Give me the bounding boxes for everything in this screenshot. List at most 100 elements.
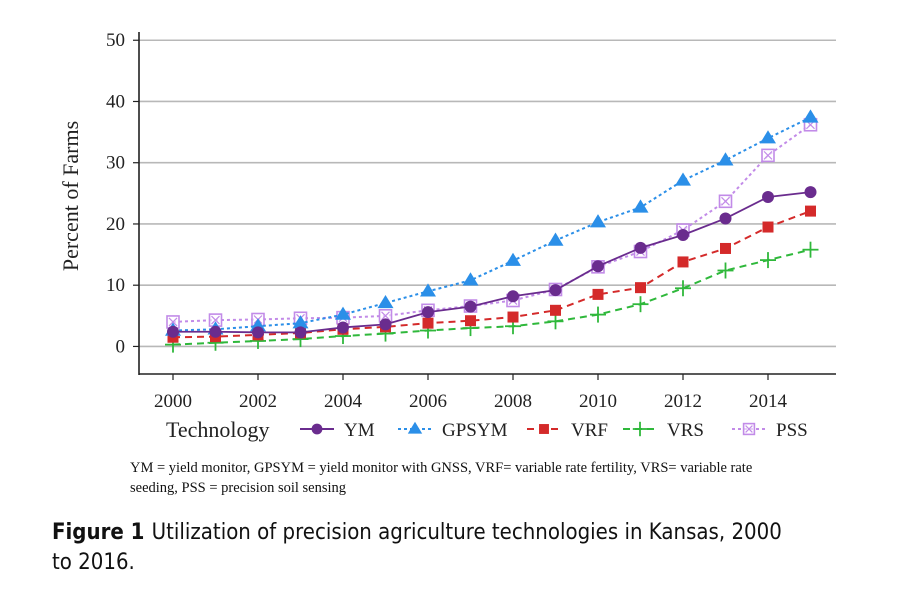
data-point-vrf-2007 (465, 315, 476, 327)
series-group (165, 109, 819, 353)
series-line-vrf (172, 210, 811, 339)
legend: Technology YM GPSYM VRF VRS PSS (166, 417, 808, 442)
data-point-vrf-2009 (550, 304, 561, 316)
series-line-vrs (172, 248, 811, 346)
y-tick-label: 50 (106, 30, 125, 51)
marker-x2 (168, 317, 178, 327)
data-point-pss-2000 (166, 315, 180, 329)
x-tick-label: 2004 (324, 391, 363, 412)
data-point-vrf-2006 (422, 317, 434, 329)
data-point-gpsym-2009 (547, 232, 564, 246)
marker-x2 (211, 315, 220, 325)
legend-item-vrs: VRS (623, 420, 704, 441)
data-point-ym-2004 (337, 321, 349, 334)
legend-label: YM (344, 420, 375, 441)
x-tick-label: 2000 (154, 391, 192, 412)
y-tick-label: 40 (106, 91, 125, 112)
chart-note-line-1: YM = yield monitor, GPSYM = yield monito… (130, 460, 753, 476)
x-tick-label: 2012 (664, 391, 702, 412)
data-point-ym-2014 (762, 191, 774, 204)
data-point-vrs-2009 (547, 313, 564, 330)
data-point-ym-2011 (634, 241, 647, 254)
data-point-vrs-2011 (632, 296, 649, 313)
data-point-gpsym-2014 (760, 130, 776, 144)
data-point-ym-2001 (209, 325, 222, 338)
data-point-pss-2005 (378, 309, 393, 323)
data-point-vrf-2008 (507, 311, 519, 323)
data-point-ym-2006 (422, 306, 434, 319)
series-line-ym (173, 191, 811, 334)
data-point-gpsym-2015 (802, 109, 819, 123)
y-tick-label: 20 (106, 214, 125, 235)
data-point-vrf-2012 (677, 256, 689, 268)
data-point-vrs-2014 (760, 252, 776, 269)
data-point-gpsym-2006 (420, 283, 436, 297)
x-tick-label: 2010 (579, 391, 617, 412)
data-point-vrs-2013 (717, 262, 734, 279)
data-point-ym-2002 (252, 326, 264, 339)
series-line-gpsym (172, 116, 811, 332)
y-tick-label: 0 (116, 336, 126, 357)
chart-note-line-2: seeding, PSS = precision soil sensing (130, 480, 347, 496)
data-point-gpsym-2011 (632, 199, 649, 213)
series-line-pss (172, 123, 812, 323)
data-point-gpsym-2010 (590, 214, 606, 228)
data-point-vrf-2015 (805, 205, 816, 217)
y-tick-label: 30 (106, 153, 125, 174)
chart: 0 10 20 30 40 50 2000 2002 2004 2006 2008 2010 2012… (58, 30, 836, 442)
data-point-gpsym-2007 (462, 272, 479, 286)
data-point-pss-2013 (718, 194, 733, 209)
figure-caption: Figure 1 Utilization of precision agricul… (52, 518, 790, 578)
data-point-vrf-2014 (762, 221, 774, 233)
data-point-vrf-2011 (635, 282, 646, 294)
marker-x2 (763, 150, 773, 160)
series-ym (167, 186, 817, 339)
data-point-ym-2008 (507, 290, 519, 303)
data-point-vrs-2012 (675, 280, 691, 297)
data-point-ym-2003 (294, 326, 307, 339)
data-point-ym-2010 (592, 260, 604, 273)
legend-title: Technology (166, 417, 270, 442)
chart-note: YM = yield monitor, GPSYM = yield monito… (130, 458, 850, 498)
marker-x2 (745, 425, 753, 433)
data-point-gpsym-2008 (505, 252, 521, 266)
legend-item-pss: PSS (732, 420, 808, 441)
axes (138, 32, 836, 375)
marker-x2 (721, 196, 730, 206)
data-point-gpsym-2013 (717, 152, 734, 166)
y-axis-title: Percent of Farms (58, 121, 83, 271)
marker-x2 (381, 311, 390, 321)
x-tick-label: 2006 (409, 391, 447, 412)
legend-marker-plus (632, 421, 648, 437)
data-point-ym-2015 (804, 186, 817, 199)
legend-label: VRF (571, 420, 608, 441)
figure-label: Figure 1 (52, 520, 145, 545)
legend-marker-square-x (742, 422, 756, 436)
legend-label: GPSYM (442, 420, 508, 441)
x-tick-label: 2008 (494, 391, 532, 412)
data-point-ym-2007 (464, 300, 477, 313)
data-point-vrs-2010 (590, 306, 606, 323)
y-tick-label: 10 (106, 275, 125, 296)
x-ticks: 2000 2002 2004 2006 2008 2010 2012 2014 (154, 374, 788, 412)
data-point-ym-2000 (167, 325, 179, 338)
x-tick-label: 2014 (749, 391, 788, 412)
data-point-ym-2012 (677, 228, 689, 241)
legend-label: PSS (776, 420, 808, 441)
data-point-ym-2013 (719, 212, 732, 225)
data-point-gpsym-2012 (675, 172, 691, 186)
y-ticks: 0 10 20 30 40 50 (106, 30, 139, 357)
legend-marker-square (539, 424, 549, 434)
data-point-vrs-2015 (802, 241, 819, 258)
data-point-vrf-2013 (720, 242, 731, 254)
data-point-vrf-2010 (592, 288, 604, 300)
gridlines (139, 39, 836, 348)
x-tick-label: 2002 (239, 391, 277, 412)
data-point-gpsym-2003 (292, 315, 309, 329)
data-point-gpsym-2004 (335, 306, 351, 320)
legend-marker-triangle (407, 421, 423, 434)
data-point-pss-2014 (761, 148, 775, 163)
legend-item-gpsym: GPSYM (398, 420, 508, 441)
legend-label: VRS (667, 420, 704, 441)
legend-item-vrf: VRF (527, 420, 608, 441)
